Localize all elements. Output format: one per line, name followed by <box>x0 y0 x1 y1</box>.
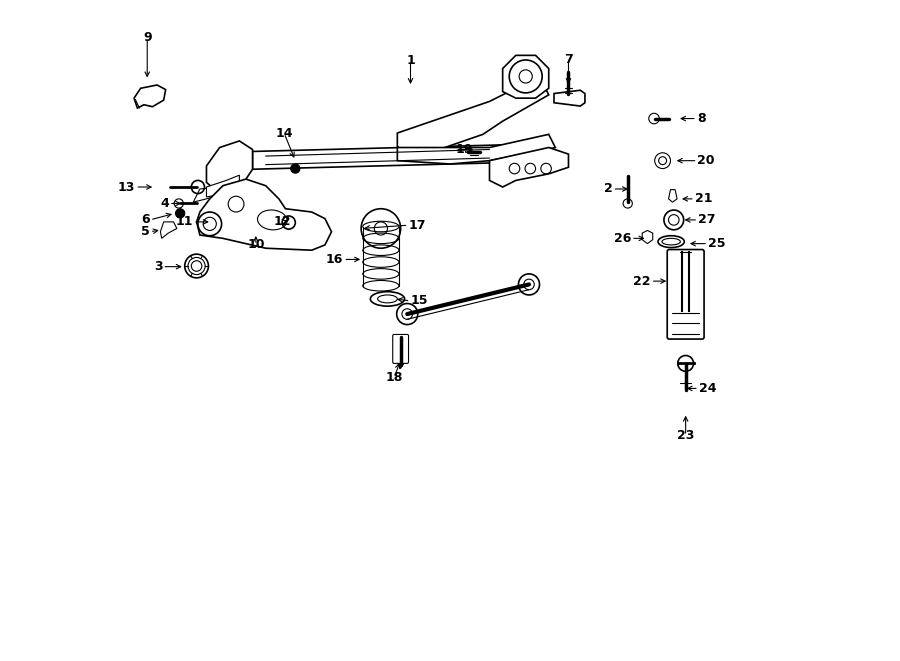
Text: 19: 19 <box>455 143 472 156</box>
Text: 14: 14 <box>275 126 292 139</box>
Text: 20: 20 <box>698 154 715 167</box>
Polygon shape <box>554 91 585 106</box>
Text: 17: 17 <box>409 219 426 232</box>
Polygon shape <box>206 175 239 197</box>
Polygon shape <box>397 82 549 159</box>
Polygon shape <box>397 134 555 164</box>
Polygon shape <box>643 231 652 244</box>
Polygon shape <box>669 190 677 202</box>
Text: 23: 23 <box>677 429 694 442</box>
Text: 18: 18 <box>385 371 402 385</box>
Text: 24: 24 <box>698 382 716 395</box>
Text: 26: 26 <box>614 232 631 245</box>
Text: 27: 27 <box>698 214 716 227</box>
Polygon shape <box>206 141 253 194</box>
Text: 5: 5 <box>141 225 150 238</box>
Text: 1: 1 <box>406 54 415 67</box>
Circle shape <box>291 164 300 173</box>
Text: 25: 25 <box>708 237 725 250</box>
Polygon shape <box>134 85 166 108</box>
Text: 8: 8 <box>697 112 706 125</box>
Text: 10: 10 <box>248 239 265 251</box>
Polygon shape <box>196 179 331 251</box>
Polygon shape <box>253 145 503 169</box>
Text: 15: 15 <box>410 294 428 307</box>
Polygon shape <box>194 187 226 202</box>
Polygon shape <box>503 56 549 98</box>
FancyBboxPatch shape <box>392 334 409 364</box>
Text: 3: 3 <box>154 260 162 273</box>
Polygon shape <box>160 222 176 239</box>
Text: 6: 6 <box>141 214 150 227</box>
Text: 2: 2 <box>604 182 613 196</box>
Text: 11: 11 <box>176 215 194 229</box>
Text: 12: 12 <box>274 215 291 229</box>
Circle shape <box>176 209 184 218</box>
FancyBboxPatch shape <box>667 250 704 339</box>
Polygon shape <box>397 364 404 369</box>
Polygon shape <box>490 147 569 187</box>
Text: 4: 4 <box>160 197 169 210</box>
Text: 7: 7 <box>564 53 573 66</box>
Text: 16: 16 <box>326 253 344 266</box>
Text: 21: 21 <box>695 192 713 206</box>
Text: 22: 22 <box>634 274 651 288</box>
Text: 9: 9 <box>143 31 151 44</box>
Text: 13: 13 <box>118 180 135 194</box>
